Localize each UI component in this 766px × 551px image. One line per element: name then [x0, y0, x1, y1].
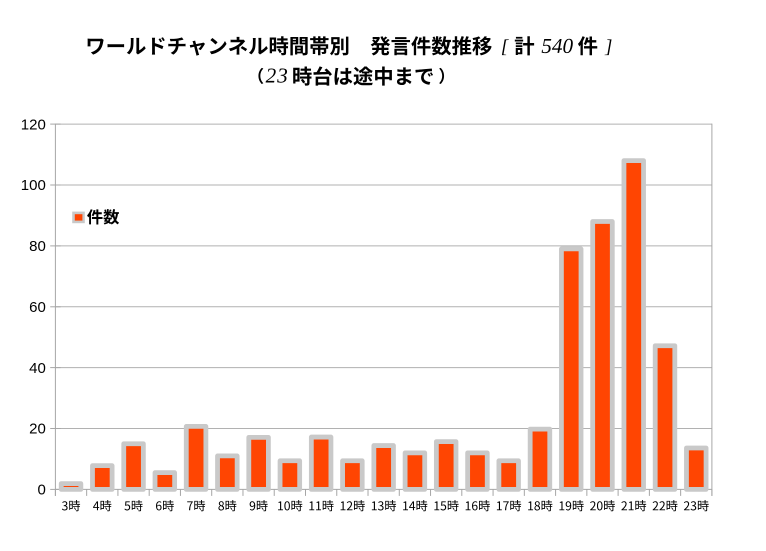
svg-text:120: 120 [21, 116, 46, 133]
svg-text:60: 60 [29, 299, 46, 316]
svg-text:40: 40 [29, 360, 46, 377]
svg-text:20: 20 [29, 421, 46, 438]
svg-text:80: 80 [29, 238, 46, 255]
svg-text:100: 100 [21, 177, 46, 194]
svg-text:0: 0 [37, 482, 45, 499]
